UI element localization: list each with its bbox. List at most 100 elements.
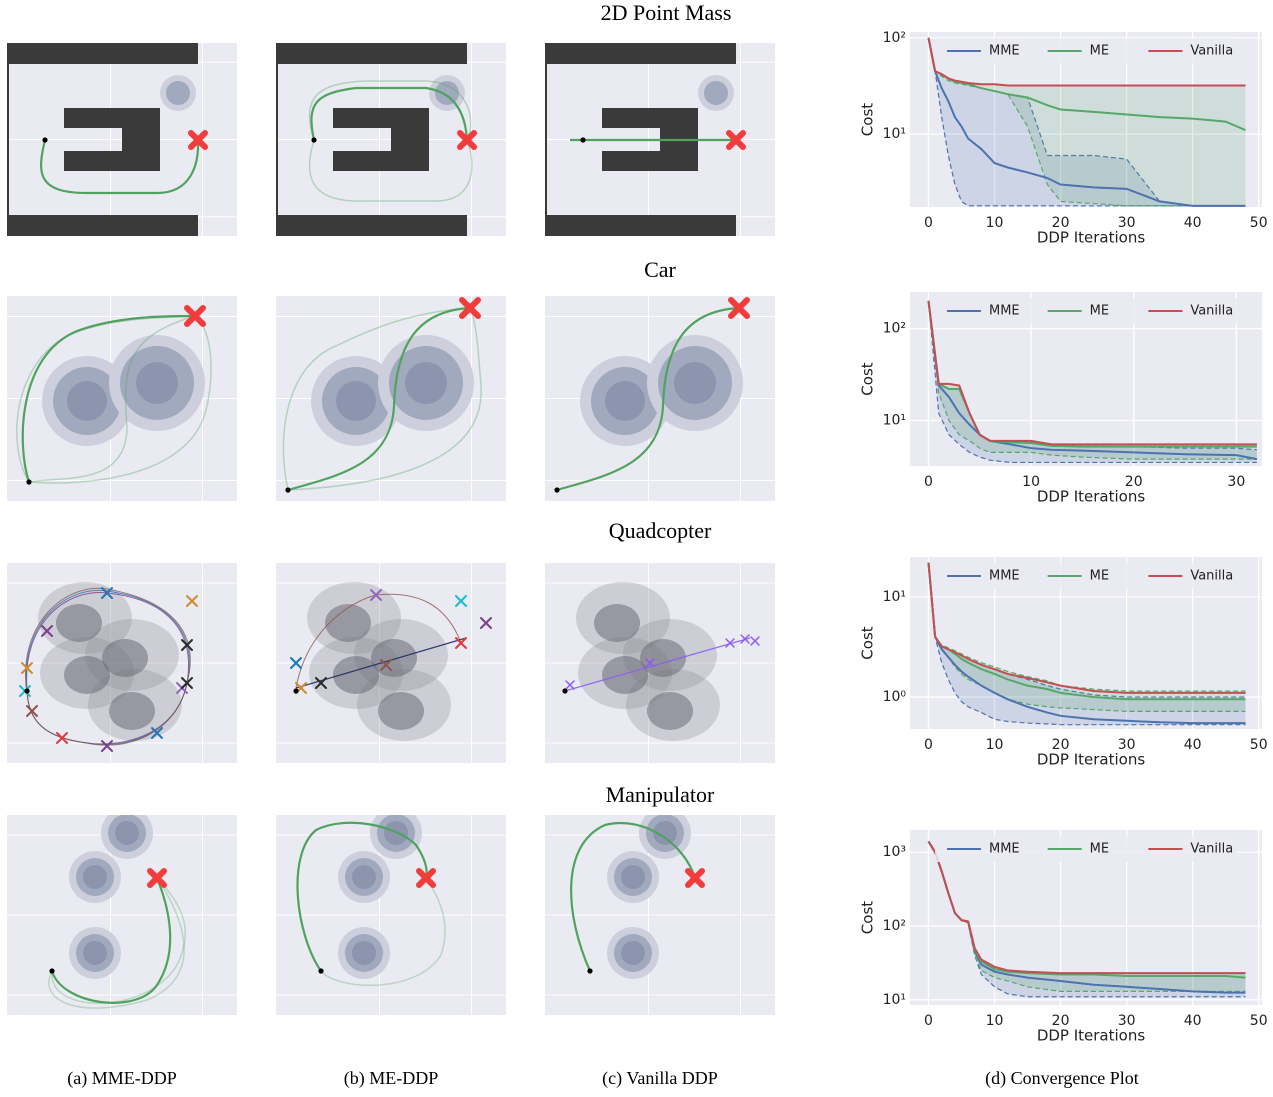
- range-bound: [927, 300, 1257, 460]
- trajectory: [287, 307, 482, 491]
- x-axis-label: DDP Iterations: [1037, 488, 1146, 506]
- obstacle: [653, 821, 677, 845]
- trajectory: [25, 587, 191, 746]
- start-point: [562, 688, 568, 694]
- obstacle: [378, 692, 424, 730]
- goal-marker: [726, 130, 746, 150]
- x-axis-label: DDP Iterations: [1037, 751, 1146, 769]
- panel-content: [276, 43, 477, 236]
- x-tick-label: 10: [986, 737, 1004, 753]
- series-line: [927, 37, 1246, 207]
- obstacle: [56, 604, 102, 642]
- trajectory: [308, 139, 473, 202]
- goal-marker: [26, 705, 38, 717]
- range-bound: [927, 841, 1246, 998]
- panel: [545, 296, 775, 501]
- obstacle: [704, 81, 728, 105]
- y-axis-label: Cost: [859, 103, 877, 136]
- trajectory: [570, 822, 697, 972]
- trajectory: [48, 877, 185, 1009]
- obstacle: [605, 381, 645, 421]
- panel: [276, 563, 506, 763]
- start-point: [293, 688, 299, 694]
- panel: [545, 815, 775, 1015]
- range-bound: [927, 562, 1246, 692]
- caption: (d) Convergence Plot: [985, 1068, 1139, 1089]
- goal-marker: [685, 868, 705, 888]
- row-title: Manipulator: [606, 782, 715, 807]
- series-line: [927, 300, 1257, 448]
- x-axis-label: DDP Iterations: [1037, 229, 1146, 247]
- x-tick-label: 30: [1118, 737, 1136, 753]
- row-title: Car: [644, 257, 676, 282]
- start-point: [26, 479, 32, 485]
- legend-label: Vanilla: [1190, 44, 1233, 59]
- y-tick-label: 10¹: [883, 413, 906, 429]
- obstacle: [674, 362, 716, 404]
- obstacle: [640, 639, 686, 677]
- goal-marker: [455, 637, 467, 649]
- x-tick-label: 0: [924, 1013, 933, 1029]
- obstacle: [136, 362, 178, 404]
- x-tick-label: 40: [1184, 1013, 1202, 1029]
- trajectory: [308, 80, 472, 141]
- x-tick-label: 20: [1052, 1013, 1070, 1029]
- panel-content: [16, 305, 212, 485]
- obstacle: [647, 692, 693, 730]
- goal-marker: [645, 658, 655, 668]
- goal-marker: [147, 868, 167, 888]
- x-tick-label: 10: [986, 1013, 1004, 1029]
- trajectory: [296, 821, 428, 972]
- panel-content: [554, 297, 750, 493]
- x-tick-label: 20: [1052, 215, 1070, 231]
- panel: [545, 563, 775, 763]
- legend-label: MME: [989, 304, 1020, 319]
- start-point: [311, 137, 317, 143]
- panel: [276, 296, 506, 501]
- legend-label: ME: [1090, 569, 1109, 584]
- obstacle: [333, 656, 379, 694]
- x-tick-label: 0: [924, 215, 933, 231]
- x-tick-label: 0: [924, 474, 933, 490]
- y-tick-label: 10²: [883, 321, 906, 337]
- range-bound: [927, 841, 1246, 992]
- trajectory: [564, 637, 751, 692]
- series-line: [927, 562, 1246, 694]
- y-tick-label: 10⁰: [883, 689, 907, 705]
- series-line: [927, 562, 1246, 725]
- trajectory: [320, 877, 446, 987]
- start-point: [285, 487, 291, 493]
- y-tick-label: 10¹: [883, 992, 906, 1008]
- legend-box: [935, 298, 1237, 324]
- goal-marker: [181, 677, 193, 689]
- obstacle: [352, 865, 376, 889]
- start-point: [554, 487, 560, 493]
- panel: [545, 43, 775, 236]
- row-title: 2D Point Mass: [601, 0, 732, 25]
- goal-marker: [740, 634, 750, 644]
- panel-content: [570, 815, 705, 979]
- y-tick-label: 10²: [883, 918, 906, 934]
- range-band: [928, 37, 1246, 206]
- obstacle: [435, 81, 459, 105]
- legend-label: MME: [989, 44, 1020, 59]
- caption: (a) MME-DDP: [67, 1068, 177, 1089]
- goal-marker: [181, 639, 193, 651]
- goal-marker: [101, 587, 113, 599]
- panel-content: [7, 43, 208, 236]
- wall: [276, 215, 467, 236]
- panel-content: [545, 43, 746, 236]
- trajectory: [51, 877, 186, 1004]
- panel-content: [296, 815, 446, 987]
- obstacle: [621, 941, 645, 965]
- obstacle: [325, 604, 371, 642]
- panel-content: [282, 297, 482, 493]
- start-point: [318, 968, 324, 974]
- series-line: [927, 300, 1258, 461]
- x-tick-label: 0: [924, 737, 933, 753]
- x-tick-label: 50: [1250, 1013, 1268, 1029]
- obstacle: [602, 108, 698, 171]
- x-tick-label: 10: [986, 215, 1004, 231]
- legend-label: Vanilla: [1190, 842, 1233, 857]
